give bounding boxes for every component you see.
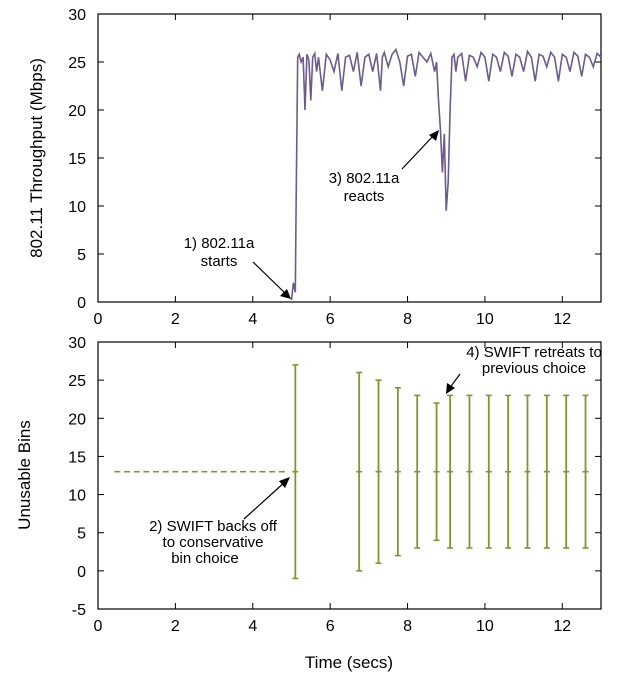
x-tick-label: 12 bbox=[553, 311, 571, 328]
x-tick-label: 10 bbox=[476, 311, 494, 328]
annotation-802-starts-arrow bbox=[252, 261, 288, 296]
annotation-swift-retreats: 4) SWIFT retreats to previous choice bbox=[446, 344, 602, 394]
annotation-swift-backs-off-line1: 2) SWIFT backs off bbox=[149, 518, 278, 535]
annotation-802-starts: 1) 802.11a starts bbox=[184, 235, 291, 299]
throughput-series-line bbox=[290, 47, 602, 301]
annotation-802-reacts-arrow bbox=[401, 133, 436, 170]
annotation-swift-backs-off-arrowhead bbox=[279, 477, 290, 488]
x-tick-label: 6 bbox=[326, 618, 335, 635]
x-tick-label: 2 bbox=[171, 311, 180, 328]
y-tick-label: 0 bbox=[77, 564, 86, 581]
annotation-802-reacts-line1: 3) 802.11a bbox=[329, 170, 400, 187]
x-tick-label: 8 bbox=[403, 311, 412, 328]
y-tick-label: 30 bbox=[68, 7, 86, 24]
x-tick-label: 4 bbox=[248, 311, 257, 328]
y-tick-label: 20 bbox=[68, 103, 86, 120]
y-tick-label: 20 bbox=[68, 411, 86, 428]
x-tick-label: 4 bbox=[248, 618, 257, 635]
annotation-802-starts-arrowhead bbox=[280, 289, 291, 299]
y-tick-label: -5 bbox=[72, 602, 86, 619]
annotation-swift-retreats-line1: 4) SWIFT retreats to bbox=[466, 344, 602, 361]
y-tick-label: 15 bbox=[68, 151, 86, 168]
throughput-grid-and-ticks: 0 2 4 6 8 10 12 0 5 10 15 20 25 30 bbox=[68, 7, 602, 328]
annotation-802-starts-line1: 1) 802.11a bbox=[184, 235, 255, 252]
x-tick-label: 0 bbox=[94, 618, 103, 635]
unusable-bins-panel: 0 2 4 6 8 10 12 -5 0 5 10 15 20 25 30 Unusable Bins Ti… bbox=[15, 335, 602, 672]
y-tick-label: 30 bbox=[68, 335, 86, 352]
y-tick-label: 0 bbox=[77, 295, 86, 312]
throughput-panel: 0 2 4 6 8 10 12 0 5 10 15 20 25 30 802.11 Throughput … bbox=[27, 7, 602, 328]
throughput-y-axis-label: 802.11 Throughput (Mbps) bbox=[27, 58, 46, 258]
bins-marks bbox=[114, 364, 589, 580]
y-tick-label: 10 bbox=[68, 199, 86, 216]
plot-frame bbox=[97, 341, 602, 610]
bins-grid-and-ticks: 0 2 4 6 8 10 12 -5 0 5 10 15 20 25 30 bbox=[68, 335, 602, 635]
x-tick-label: 12 bbox=[553, 618, 571, 635]
y-tick-label: 5 bbox=[77, 247, 86, 264]
x-tick-label: 8 bbox=[403, 618, 412, 635]
annotation-swift-retreats-line2: previous choice bbox=[482, 360, 586, 377]
annotation-802-starts-line2: starts bbox=[201, 253, 238, 270]
annotation-802-reacts-line2: reacts bbox=[344, 188, 385, 205]
time-x-axis-label: Time (secs) bbox=[305, 653, 393, 672]
x-tick-label: 0 bbox=[94, 311, 103, 328]
x-tick-label: 2 bbox=[171, 618, 180, 635]
y-tick-label: 5 bbox=[77, 526, 86, 543]
y-tick-label: 10 bbox=[68, 488, 86, 505]
y-tick-label: 25 bbox=[68, 55, 86, 72]
annotation-swift-backs-off: 2) SWIFT backs off to conservative bin c… bbox=[149, 477, 290, 567]
annotation-swift-backs-off-line2: to conservative bbox=[163, 534, 264, 551]
annotation-swift-backs-off-arrow bbox=[243, 480, 287, 520]
y-tick-label: 15 bbox=[68, 449, 86, 466]
bins-y-axis-label: Unusable Bins bbox=[15, 420, 34, 530]
y-tick-label: 25 bbox=[68, 373, 86, 390]
annotation-802-reacts: 3) 802.11a reacts bbox=[329, 130, 439, 205]
annotation-swift-backs-off-line3: bin choice bbox=[171, 550, 239, 567]
annotation-802-reacts-arrowhead bbox=[429, 130, 439, 141]
x-tick-label: 10 bbox=[476, 618, 494, 635]
x-tick-label: 6 bbox=[326, 311, 335, 328]
annotation-swift-retreats-arrowhead bbox=[446, 383, 455, 394]
